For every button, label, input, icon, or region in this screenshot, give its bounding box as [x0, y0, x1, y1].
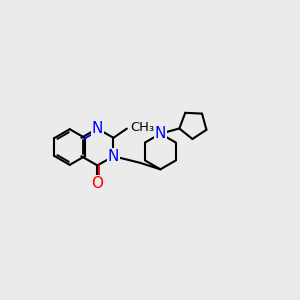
Text: O: O	[92, 176, 104, 191]
Text: CH₃: CH₃	[130, 121, 154, 134]
Text: N: N	[108, 149, 119, 164]
Text: N: N	[155, 126, 166, 141]
Text: N: N	[92, 121, 103, 136]
